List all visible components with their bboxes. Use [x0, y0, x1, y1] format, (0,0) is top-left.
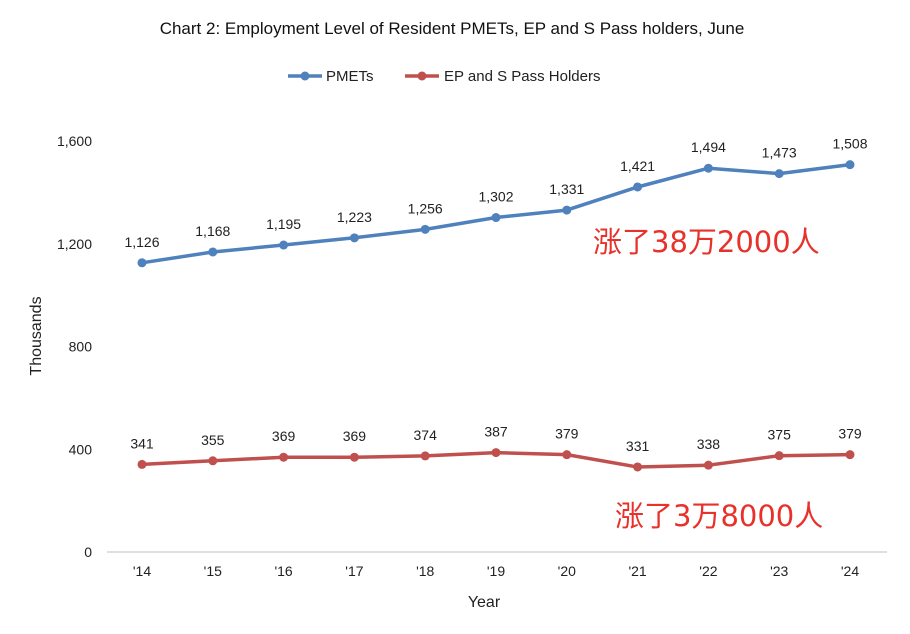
data-label: 1,168: [195, 223, 230, 239]
data-point: [491, 213, 501, 223]
data-point: [703, 163, 713, 173]
data-label: 1,223: [337, 209, 372, 225]
data-point: [845, 450, 855, 460]
data-label: 369: [343, 428, 367, 444]
annotation-pmets-increase: 涨了38万2000人: [593, 225, 820, 259]
data-point: [845, 160, 855, 170]
legend: PMETs EP and S Pass Holders: [288, 68, 600, 85]
legend-marker-ep-s-pass: [417, 71, 427, 81]
x-tick-label: '22: [699, 563, 717, 579]
series-ep-s-pass: 341 355 369 369 374 387 379 331 338 375 379: [130, 424, 862, 472]
data-label: 1,508: [832, 136, 867, 152]
y-tick-labels: 0 400 800 1,200 1,600: [57, 133, 92, 560]
legend-label-pmets: PMETs: [326, 68, 374, 85]
data-label: 1,256: [408, 200, 443, 216]
x-tick-label: '17: [345, 563, 363, 579]
x-tick-label: '16: [274, 563, 292, 579]
legend-item-pmets: PMETs: [288, 68, 374, 85]
data-point: [349, 233, 359, 243]
series-pmets: 1,126 1,168 1,195 1,223 1,256 1,302 1,331 1,421…: [124, 136, 868, 268]
data-point: [774, 169, 784, 179]
data-point: [349, 452, 359, 462]
data-point: [562, 450, 572, 460]
x-tick-label: '19: [487, 563, 505, 579]
y-axis-title: Thousands: [28, 296, 45, 375]
legend-label-ep-s-pass: EP and S Pass Holders: [444, 68, 600, 85]
data-label: 338: [697, 436, 721, 452]
data-point: [703, 460, 713, 470]
data-point: [774, 451, 784, 461]
x-tick-label: '14: [133, 563, 151, 579]
data-label: 387: [484, 424, 508, 440]
data-label: 355: [201, 432, 225, 448]
data-point: [137, 258, 147, 268]
x-axis-title: Year: [468, 594, 501, 611]
data-label: 331: [626, 438, 650, 454]
data-point: [491, 448, 501, 458]
data-point: [137, 459, 147, 469]
data-label: 374: [414, 427, 438, 443]
x-tick-label: '21: [628, 563, 646, 579]
data-label: 1,331: [549, 181, 584, 197]
data-point: [562, 205, 572, 215]
data-label: 1,302: [478, 189, 513, 205]
series-layer: 1,126 1,168 1,195 1,223 1,256 1,302 1,331 1,421…: [124, 136, 868, 472]
data-point: [279, 452, 289, 462]
y-tick-label: 1,200: [57, 236, 92, 252]
data-label: 341: [130, 435, 154, 451]
y-tick-label: 800: [69, 339, 93, 355]
x-tick-label: '23: [770, 563, 788, 579]
annotation-ep-s-pass-increase: 涨了3万8000人: [615, 499, 823, 533]
y-tick-label: 400: [69, 441, 93, 457]
data-point: [420, 224, 430, 234]
data-label: 375: [768, 427, 792, 443]
data-label: 379: [555, 426, 579, 442]
x-tick-label: '18: [416, 563, 434, 579]
data-point: [633, 462, 643, 472]
data-label: 1,421: [620, 158, 655, 174]
data-label: 379: [838, 426, 862, 442]
data-label: 1,473: [762, 145, 797, 161]
y-tick-label: 0: [84, 544, 92, 560]
data-label: 1,195: [266, 216, 301, 232]
x-tick-labels: '14 '15 '16 '17 '18 '19 '20 '21 '22 '23 '24: [133, 563, 859, 579]
data-point: [279, 240, 289, 250]
x-tick-label: '20: [558, 563, 576, 579]
data-label: 1,494: [691, 139, 726, 155]
chart-title: Chart 2: Employment Level of Resident PM…: [160, 19, 745, 38]
data-label: 1,126: [124, 234, 159, 250]
legend-item-ep-s-pass: EP and S Pass Holders: [405, 68, 600, 85]
x-tick-label: '15: [204, 563, 222, 579]
y-tick-label: 1,600: [57, 133, 92, 149]
data-point: [208, 247, 218, 257]
data-point: [420, 451, 430, 461]
x-tick-label: '24: [841, 563, 859, 579]
data-label: 369: [272, 428, 296, 444]
legend-marker-pmets: [300, 71, 310, 81]
data-point: [633, 182, 643, 192]
data-point: [208, 456, 218, 466]
